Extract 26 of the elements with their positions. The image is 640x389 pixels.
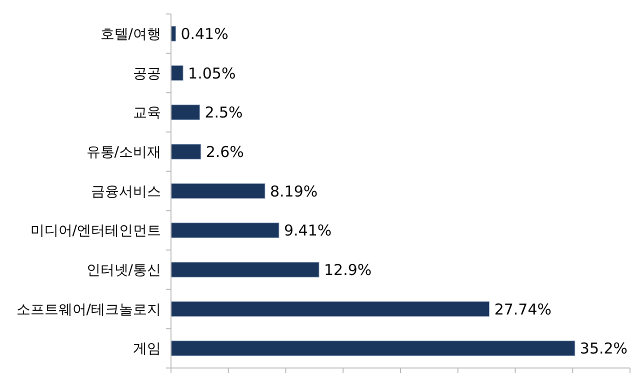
data-label: 0.41% xyxy=(180,24,228,43)
data-label: 8.19% xyxy=(270,182,318,200)
data-label: 2.5% xyxy=(204,104,243,122)
y-tick-label: 유통/소비재 xyxy=(86,144,161,161)
data-label: 9.41% xyxy=(284,222,332,240)
bar xyxy=(170,104,200,120)
y-tick-label: 소프트웨어/테크놀로지 xyxy=(16,302,161,318)
y-tick-label: 인터넷/통신 xyxy=(86,262,161,279)
y-tick-label: 게임 xyxy=(133,341,161,358)
bar xyxy=(170,340,576,356)
y-tick-label: 금융서비스 xyxy=(91,184,161,200)
y-tick-label: 미디어/엔터테인먼트 xyxy=(30,223,161,240)
bar xyxy=(170,222,280,238)
bar xyxy=(170,183,266,199)
y-tick-label: 교육 xyxy=(133,105,161,122)
bar xyxy=(170,144,202,160)
bar xyxy=(170,65,184,81)
y-tick-label: 호텔/여행 xyxy=(100,26,161,43)
data-label: 35.2% xyxy=(580,340,628,358)
bar xyxy=(170,262,320,278)
data-label: 12.9% xyxy=(324,260,372,279)
y-tick-label: 공공 xyxy=(133,66,161,82)
data-label: 1.05% xyxy=(188,64,236,82)
data-label: 2.6% xyxy=(206,142,244,161)
data-label: 27.74% xyxy=(494,300,552,318)
bar xyxy=(170,301,490,317)
